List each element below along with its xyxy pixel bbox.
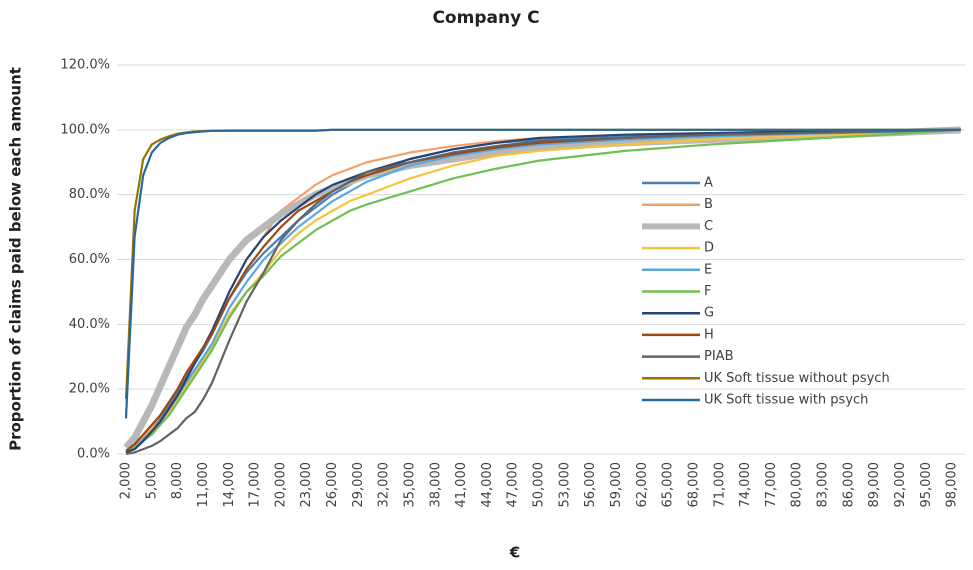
x-tick-label: 56,000 — [583, 462, 598, 508]
x-tick-label: 8,000 — [170, 462, 185, 499]
series-line — [125, 128, 961, 454]
x-tick-label: 20,000 — [273, 462, 288, 508]
x-tick-label: 71,000 — [712, 462, 727, 508]
x-tick-label: 5,000 — [144, 462, 159, 499]
series-line — [124, 128, 961, 419]
legend-label: UK Soft tissue without psych — [704, 371, 890, 386]
legend-label: G — [704, 306, 714, 321]
x-tick-label: 83,000 — [816, 462, 831, 508]
y-axis-label: Proportion of claims paid below each amo… — [7, 67, 25, 451]
x-tick-label: 38,000 — [428, 462, 443, 508]
x-tick-label: 11,000 — [196, 462, 211, 508]
x-tick-label: 44,000 — [480, 462, 495, 508]
x-tick-label: 14,000 — [222, 462, 237, 508]
series-line — [125, 128, 961, 454]
x-tick-label: 89,000 — [867, 462, 882, 508]
x-tick-label: 59,000 — [609, 462, 624, 508]
y-tick-label: 120.0% — [60, 58, 110, 73]
y-tick-label: 100.0% — [60, 122, 110, 137]
y-tick-label: 0.0% — [77, 447, 110, 462]
x-tick-label: 41,000 — [454, 462, 469, 508]
chart-title: Company C — [432, 8, 539, 28]
y-tick-label: 60.0% — [69, 252, 110, 267]
legend-label: UK Soft tissue with psych — [704, 393, 868, 408]
x-tick-label: 23,000 — [299, 462, 314, 508]
series-line — [125, 128, 961, 454]
legend-label: A — [704, 176, 713, 191]
x-tick-label: 35,000 — [402, 462, 417, 508]
x-tick-label: 74,000 — [738, 462, 753, 508]
x-tick-label: 68,000 — [686, 462, 701, 508]
x-tick-label: 26,000 — [325, 462, 340, 508]
y-tick-label: 40.0% — [69, 317, 110, 332]
x-tick-label: 17,000 — [248, 462, 263, 508]
x-tick-label: 98,000 — [945, 462, 960, 508]
legend-label: D — [704, 241, 714, 256]
y-tick-label: 80.0% — [69, 187, 110, 202]
legend-label: F — [704, 284, 711, 299]
x-tick-label: 32,000 — [377, 462, 392, 508]
legend-label: PIAB — [704, 349, 734, 364]
y-tick-label: 20.0% — [69, 382, 110, 397]
series-line — [123, 126, 961, 450]
x-tick-label: 77,000 — [764, 462, 779, 508]
series-line — [125, 128, 961, 456]
x-tick-label: 86,000 — [841, 462, 856, 508]
x-tick-label: 53,000 — [557, 462, 572, 508]
legend-label: E — [704, 262, 712, 277]
x-tick-label: 62,000 — [635, 462, 650, 508]
x-tick-label: 65,000 — [661, 462, 676, 508]
x-tick-label: 29,000 — [351, 462, 366, 508]
x-tick-label: 47,000 — [506, 462, 521, 508]
legend-label: C — [704, 219, 713, 234]
x-tick-label: 2,000 — [119, 462, 134, 499]
legend-label: B — [704, 197, 713, 212]
series-line — [125, 128, 961, 454]
legend-label: H — [704, 327, 714, 342]
x-tick-label: 92,000 — [893, 462, 908, 508]
x-axis-label: € — [509, 544, 520, 562]
x-tick-label: 80,000 — [790, 462, 805, 508]
x-tick-label: 50,000 — [532, 462, 547, 508]
x-tick-label: 95,000 — [919, 462, 934, 508]
